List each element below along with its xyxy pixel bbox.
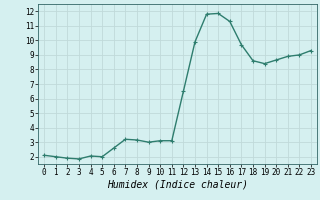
X-axis label: Humidex (Indice chaleur): Humidex (Indice chaleur)	[107, 180, 248, 190]
